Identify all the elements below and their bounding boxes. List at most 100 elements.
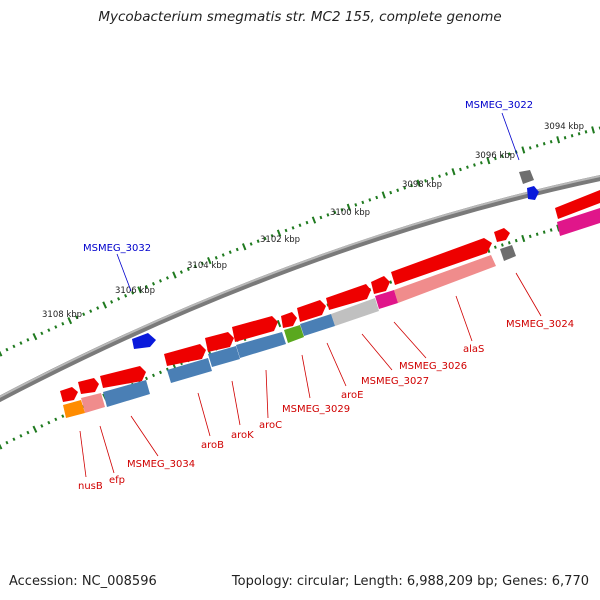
scale-minor-tick	[82, 312, 86, 317]
cds-arrow[interactable]	[232, 316, 278, 342]
scale-minor-tick	[479, 161, 483, 165]
upper-gene-features	[132, 170, 539, 349]
cds-arrow[interactable]	[494, 228, 510, 242]
scale-minor-tick	[89, 309, 93, 313]
scale-major-tick	[451, 168, 456, 176]
cds-arrow[interactable]	[78, 378, 99, 394]
scale-minor-tick	[319, 215, 323, 220]
scale-minor-tick	[228, 250, 232, 254]
gene-label[interactable]: aroK	[231, 430, 254, 441]
scale-minor-tick	[200, 261, 204, 266]
scale-minor-tick	[54, 417, 58, 422]
scale-minor-tick	[326, 213, 330, 217]
class-bar-gray[interactable]	[500, 245, 516, 261]
scale-major-tick	[486, 157, 491, 165]
cds-arrow[interactable]	[100, 366, 146, 388]
scale-major-tick	[521, 234, 526, 243]
scale-major-tick	[172, 271, 177, 279]
class-bar-steelblue[interactable]	[236, 332, 286, 358]
gene-label[interactable]: MSMEG_3022	[465, 100, 533, 111]
class-bar-steelblue[interactable]	[300, 314, 335, 336]
scale-minor-tick	[256, 239, 260, 243]
scale-minor-tick	[158, 370, 163, 375]
scale-major-tick	[556, 136, 561, 144]
scale-minor-tick	[542, 230, 546, 234]
tick-label: 3094 kbp	[544, 122, 584, 132]
tick-label: 3100 kbp	[330, 208, 370, 218]
gene-label[interactable]: aroE	[341, 390, 363, 401]
gene-label[interactable]: efp	[109, 475, 125, 486]
cds-arrow[interactable]	[164, 344, 206, 366]
scale-minor-tick	[61, 321, 65, 326]
scale-minor-tick	[459, 167, 462, 172]
tick-label: 3102 kbp	[260, 235, 300, 245]
gene-label[interactable]: aroC	[259, 420, 282, 431]
gene-label[interactable]: MSMEG_3029	[282, 404, 350, 415]
scale-minor-tick	[158, 279, 162, 283]
scale-minor-tick	[577, 132, 581, 136]
class-bar-pink[interactable]	[81, 393, 105, 413]
scale-major-tick	[137, 286, 142, 294]
scale-minor-tick	[375, 195, 379, 200]
scale-minor-tick	[396, 188, 400, 193]
scale-minor-tick	[500, 154, 504, 159]
gene-label[interactable]: nusB	[78, 481, 103, 492]
gene-label[interactable]: MSMEG_3032	[83, 243, 151, 254]
gene-label[interactable]: MSMEG_3026	[399, 361, 467, 372]
scale-minor-tick	[438, 174, 441, 178]
gene-label[interactable]: MSMEG_3027	[361, 376, 429, 387]
scale-minor-tick	[47, 328, 51, 332]
gene-label[interactable]: MSMEG_3034	[127, 459, 195, 470]
scale-minor-tick	[75, 315, 79, 320]
gene-label[interactable]: MSMEG_3024	[506, 319, 574, 330]
cds-arrow[interactable]	[391, 238, 492, 285]
gene-label[interactable]: aroB	[201, 440, 224, 451]
scale-minor-tick	[528, 146, 532, 150]
scale-minor-tick	[26, 338, 30, 342]
cds-arrow[interactable]	[281, 312, 297, 328]
gene-arrow-blue[interactable]	[132, 333, 156, 349]
scale-minor-tick	[528, 234, 532, 239]
scale-minor-tick	[47, 420, 51, 425]
scale-minor-tick	[12, 344, 16, 349]
scale-major-tick	[381, 191, 386, 199]
class-bar-pink[interactable]	[394, 255, 496, 303]
class-bar-steelblue[interactable]	[167, 358, 212, 383]
scale-minor-tick	[165, 276, 169, 280]
cds-arrow[interactable]	[297, 300, 326, 322]
cds-arrow[interactable]	[60, 387, 78, 402]
gene-labels: MSMEG_3022 MSMEG_3032 MSMEG_3024 alaS MS…	[78, 100, 574, 492]
cds-arrow[interactable]	[555, 190, 600, 219]
scale-minor-tick	[124, 294, 128, 298]
class-bar-green[interactable]	[284, 325, 304, 343]
class-bar-orange[interactable]	[63, 400, 85, 418]
scale-minor-tick	[131, 291, 135, 295]
scale-minor-tick	[514, 238, 518, 243]
scale-minor-tick	[493, 156, 497, 161]
class-bar-steelblue[interactable]	[208, 346, 240, 367]
scale-major-tick	[67, 316, 73, 325]
scale-minor-tick	[305, 220, 309, 225]
cds-arrow[interactable]	[371, 276, 390, 294]
class-bar-magenta[interactable]	[375, 290, 398, 309]
scale-minor-tick	[507, 241, 511, 245]
gene-arrow-blue[interactable]	[527, 186, 539, 200]
cds-arrow[interactable]	[326, 284, 371, 310]
cds-arrow[interactable]	[205, 332, 234, 352]
scale-minor-tick	[144, 376, 149, 381]
gene-label[interactable]: alaS	[463, 344, 484, 355]
scale-minor-tick	[410, 183, 414, 188]
scale-minor-tick	[110, 300, 114, 304]
gene-arrow-gray[interactable]	[519, 170, 534, 184]
scale-minor-tick	[54, 325, 58, 329]
scale-minor-tick	[12, 437, 16, 442]
class-bar-magenta[interactable]	[557, 208, 600, 236]
scale-major-tick	[346, 203, 351, 211]
class-bar-lightgray[interactable]	[331, 298, 379, 326]
scale-major-tick	[311, 216, 317, 224]
scale-major-tick	[102, 301, 108, 309]
outer-scale-ring	[0, 126, 600, 357]
scale-minor-tick	[361, 200, 365, 205]
class-bar-steelblue[interactable]	[103, 380, 150, 407]
